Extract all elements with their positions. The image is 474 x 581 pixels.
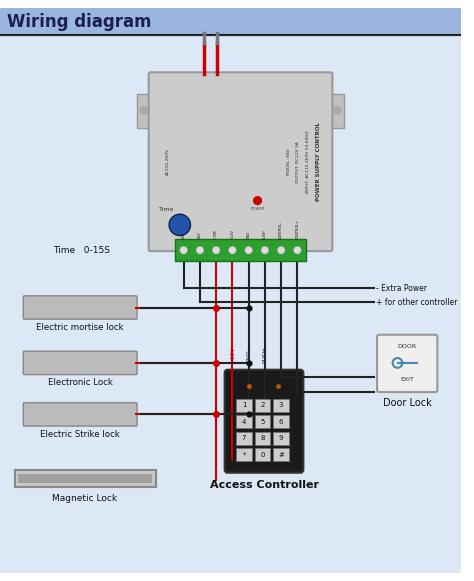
- Text: Electric mortise lock: Electric mortise lock: [36, 323, 124, 332]
- Bar: [273, 415, 289, 428]
- Bar: [18, 474, 152, 483]
- Text: CONTROL+: CONTROL+: [295, 218, 300, 239]
- Text: 1: 1: [242, 402, 246, 408]
- Text: POWER: POWER: [250, 207, 265, 211]
- Text: +12V: +12V: [230, 229, 235, 239]
- FancyBboxPatch shape: [23, 296, 137, 319]
- Text: - Extra Power: - Extra Power: [376, 284, 427, 293]
- FancyBboxPatch shape: [377, 335, 438, 392]
- Bar: [137, 94, 151, 128]
- Text: POWER SUPPLY CONTROL: POWER SUPPLY CONTROL: [316, 122, 321, 201]
- Bar: [273, 449, 289, 461]
- Text: 5: 5: [260, 419, 265, 425]
- Text: 9: 9: [279, 435, 283, 441]
- Text: EXIT: EXIT: [400, 377, 414, 382]
- FancyBboxPatch shape: [23, 403, 137, 426]
- Circle shape: [180, 246, 188, 254]
- Text: Door Lock: Door Lock: [383, 398, 432, 408]
- Circle shape: [254, 197, 262, 205]
- FancyBboxPatch shape: [149, 72, 332, 251]
- Text: 6: 6: [279, 419, 283, 425]
- Bar: [255, 399, 270, 411]
- Circle shape: [212, 246, 220, 254]
- Circle shape: [277, 246, 285, 254]
- Bar: [273, 399, 289, 411]
- Text: 0: 0: [260, 452, 265, 458]
- Bar: [273, 432, 289, 444]
- Text: +NC: +NC: [198, 231, 202, 239]
- Text: Electric Strike lock: Electric Strike lock: [40, 430, 120, 439]
- FancyBboxPatch shape: [225, 370, 303, 473]
- Bar: [330, 94, 344, 128]
- Text: -COM: -COM: [214, 229, 218, 239]
- Text: 7: 7: [242, 435, 246, 441]
- Text: PUSH: PUSH: [263, 229, 267, 239]
- FancyBboxPatch shape: [23, 352, 137, 375]
- Bar: [15, 470, 155, 487]
- Bar: [237, 399, 252, 411]
- Bar: [237, 432, 252, 444]
- Circle shape: [228, 246, 237, 254]
- Bar: [255, 449, 270, 461]
- Text: Time: Time: [158, 207, 174, 212]
- Circle shape: [196, 246, 204, 254]
- Bar: [255, 432, 270, 444]
- Text: *: *: [242, 452, 246, 458]
- Text: CONTROL-: CONTROL-: [279, 220, 283, 239]
- Text: 3: 3: [279, 402, 283, 408]
- Text: +12V: +12V: [230, 346, 235, 363]
- Text: + for other controller: + for other controller: [376, 298, 457, 307]
- Text: GND: GND: [246, 231, 251, 239]
- Text: DOOR: DOOR: [398, 344, 417, 349]
- Text: Electronic Lock: Electronic Lock: [48, 378, 113, 388]
- Text: 8: 8: [260, 435, 265, 441]
- Bar: [237, 415, 252, 428]
- Text: Time   0-15S: Time 0-15S: [54, 246, 110, 254]
- Text: PUSH: PUSH: [263, 347, 267, 363]
- Circle shape: [261, 246, 269, 254]
- Circle shape: [293, 246, 301, 254]
- Text: 4: 4: [242, 419, 246, 425]
- Text: Magnetic Lock: Magnetic Lock: [53, 494, 118, 503]
- Bar: [237, 449, 252, 461]
- Bar: [175, 239, 306, 261]
- Bar: [0, 8, 461, 35]
- Circle shape: [245, 246, 253, 254]
- Text: GND: GND: [246, 349, 251, 363]
- Circle shape: [333, 106, 341, 114]
- Text: -NO: -NO: [182, 232, 186, 239]
- Bar: [255, 415, 270, 428]
- Text: Wiring diagram: Wiring diagram: [7, 13, 151, 31]
- Text: INPUT: AC110-260V 50-60HZ: INPUT: AC110-260V 50-60HZ: [306, 130, 310, 193]
- Text: #: #: [278, 452, 284, 458]
- Text: Access Controller: Access Controller: [210, 479, 319, 490]
- Text: AC110-260V: AC110-260V: [166, 148, 170, 175]
- Text: OUTPUT: DC12V 3A: OUTPUT: DC12V 3A: [296, 141, 301, 182]
- Text: 2: 2: [260, 402, 265, 408]
- Circle shape: [140, 106, 148, 114]
- Circle shape: [169, 214, 191, 235]
- Text: MODEL: K80: MODEL: K80: [287, 148, 291, 175]
